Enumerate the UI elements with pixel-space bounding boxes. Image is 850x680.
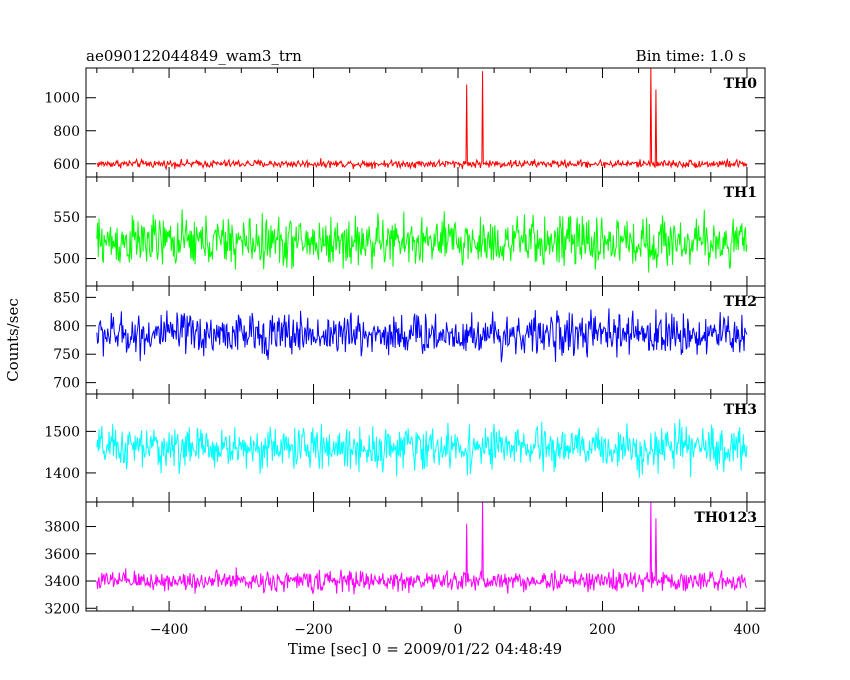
y-tick-label: 800 (53, 319, 80, 335)
panel-th3: 1400 1500 TH3 (44, 393, 766, 503)
x-tick-label: 200 (589, 622, 616, 638)
panel-th2: 700 750 800 850 TH2 (53, 285, 766, 395)
y-tick-label: 1000 (44, 91, 80, 107)
panel-label: TH1 (724, 185, 757, 201)
x-tick-label: 400 (734, 622, 761, 638)
series-line-th0 (96, 68, 748, 171)
panels-group: 600 800 1000 TH0 500 550 TH1 700 750 800 850 TH2 140… (44, 67, 766, 638)
series-line-th1 (96, 209, 748, 273)
y-tick-label: 750 (53, 347, 80, 363)
y-tick-label: 3400 (44, 574, 80, 590)
series-line-th2 (96, 308, 748, 363)
y-tick-label: 800 (53, 124, 80, 140)
y-tick-label: 500 (53, 252, 80, 268)
panel-th0: 600 800 1000 TH0 (44, 67, 766, 178)
figure-title: ae090122044849_wam3_trn (86, 47, 302, 65)
y-tick-label: 3800 (44, 520, 80, 536)
panel-label: TH0123 (694, 510, 757, 526)
panel-label: TH0 (724, 76, 758, 92)
panel-label: TH2 (724, 294, 757, 310)
y-axis-label: Counts/sec (4, 298, 22, 382)
y-tick-label: 700 (53, 376, 80, 392)
series-line-th0123 (96, 502, 748, 595)
panel-th0123: 3200 3400 3600 3800 TH0123 (44, 501, 766, 617)
panel-th1: 500 550 TH1 (53, 176, 766, 287)
x-tick-label: −400 (150, 622, 188, 638)
panel-frame (85, 501, 766, 612)
y-tick-label: 3600 (44, 547, 80, 563)
y-tick-label: 600 (53, 157, 80, 173)
y-tick-label: 850 (53, 290, 80, 306)
x-axis-label: Time [sec] 0 = 2009/01/22 04:48:49 (288, 640, 562, 658)
y-tick-label: 550 (53, 210, 80, 226)
series-line-th3 (96, 418, 748, 478)
bin-time-label: Bin time: 1.0 s (636, 47, 746, 65)
panel-label: TH3 (724, 402, 757, 418)
y-tick-label: 1500 (44, 424, 80, 440)
x-tick-label: −200 (294, 622, 332, 638)
x-tick-label: 0 (454, 622, 463, 638)
y-tick-label: 3200 (44, 601, 80, 617)
y-tick-label: 1400 (44, 466, 80, 482)
